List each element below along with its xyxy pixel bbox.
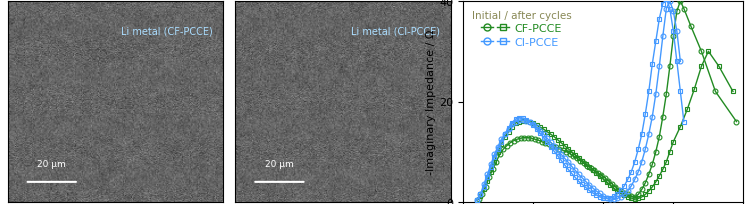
Text: 20 μm: 20 μm — [38, 159, 66, 168]
Legend: CF-PCCE, CI-PCCE: CF-PCCE, CI-PCCE — [469, 8, 575, 51]
Text: Li metal (CI-PCCE): Li metal (CI-PCCE) — [351, 26, 440, 36]
Text: 20 μm: 20 μm — [265, 159, 294, 168]
Y-axis label: -Imaginary Impedance / Ω: -Imaginary Impedance / Ω — [427, 30, 436, 174]
Text: Li metal (CF-PCCE): Li metal (CF-PCCE) — [121, 26, 213, 36]
